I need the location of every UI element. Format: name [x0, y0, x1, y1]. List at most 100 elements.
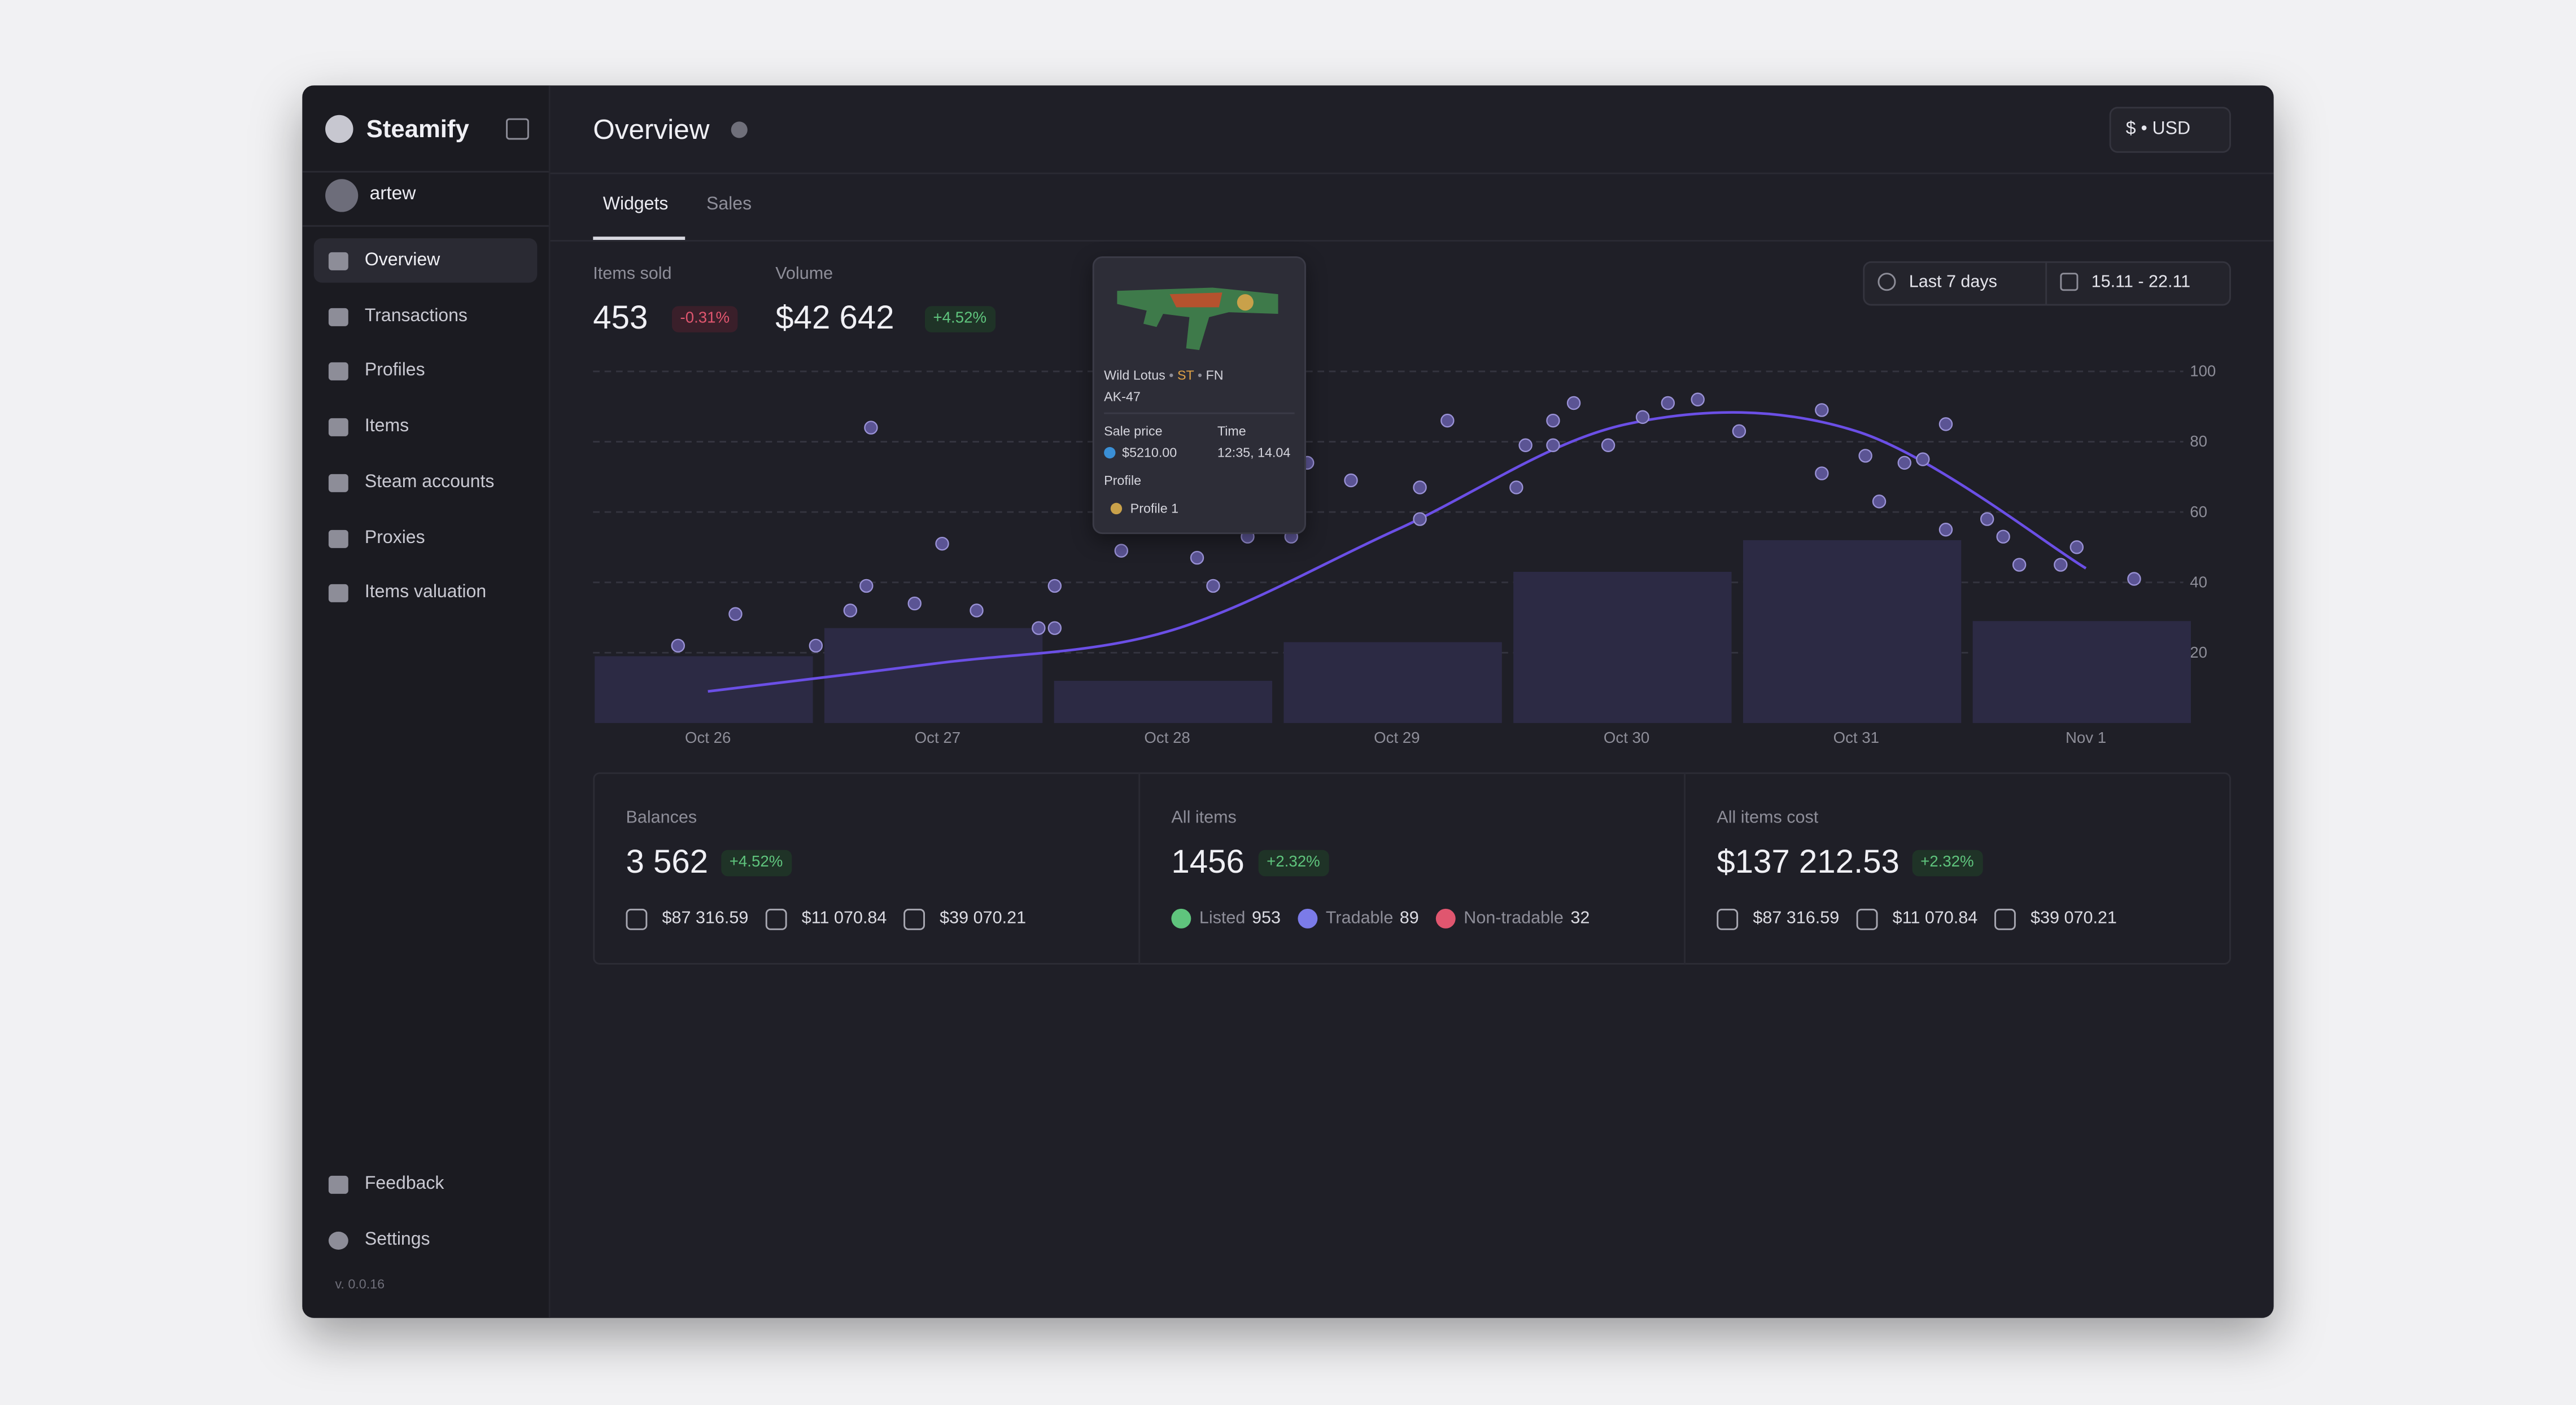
sale-point — [728, 607, 743, 621]
tab[interactable]: Sales — [706, 194, 752, 215]
time: 12:35, 14.04 — [1217, 445, 1291, 461]
tab[interactable]: Widgets — [602, 194, 669, 215]
sale-point — [2054, 558, 2068, 572]
avatar — [325, 179, 359, 212]
sale-point — [970, 603, 984, 618]
sale-point — [1440, 413, 1455, 428]
divider — [1684, 772, 1686, 965]
card-value: 1456 — [1171, 844, 1245, 881]
sidebar: Steamify artew Feedback Settings v. 0.0.… — [302, 85, 551, 1318]
status-label: Tradable — [1325, 908, 1394, 929]
sale-point — [1509, 480, 1523, 494]
nav-icon — [328, 418, 348, 437]
bar — [1513, 572, 1732, 723]
sale-point — [1114, 544, 1129, 558]
sale-point — [1546, 438, 1560, 452]
sale-point — [1518, 438, 1532, 452]
x-tick-label: Oct 27 — [915, 729, 960, 746]
y-tick-label: 20 — [2190, 644, 2207, 661]
help-icon[interactable] — [731, 121, 748, 138]
profile-icon — [1110, 502, 1123, 515]
bar — [1283, 642, 1502, 723]
sale-point — [1190, 550, 1204, 565]
sale-point — [1546, 413, 1560, 428]
cards — [593, 772, 2231, 965]
status-count: 89 — [1399, 908, 1419, 929]
sale-point — [1980, 512, 1994, 526]
nav-item[interactable]: Overview — [364, 250, 440, 270]
status-label: Non-tradable — [1464, 908, 1564, 929]
nav-item[interactable]: Steam accounts — [364, 472, 495, 492]
bar — [595, 656, 813, 723]
divider — [302, 170, 549, 173]
status-count: 32 — [1570, 908, 1590, 929]
collapse-button[interactable] — [506, 118, 529, 140]
nav-item[interactable]: Items valuation — [364, 583, 487, 603]
sale-point — [1601, 438, 1616, 452]
nav-icon — [328, 252, 348, 270]
calendar-icon — [2060, 273, 2079, 291]
sale-point — [907, 596, 922, 611]
bar — [1054, 681, 1273, 723]
currency-icon — [1717, 908, 1739, 930]
currency-icon — [1856, 908, 1878, 930]
sale-point — [859, 579, 874, 593]
sale-point — [864, 421, 878, 435]
currency-select[interactable] — [2109, 107, 2231, 153]
status-icon — [1171, 908, 1191, 929]
nav-item[interactable]: Settings — [364, 1229, 430, 1250]
divider — [550, 240, 2274, 242]
logo — [325, 115, 353, 143]
status-label: Listed — [1199, 908, 1246, 929]
status-icon — [1298, 908, 1318, 929]
y-tick-label: 60 — [2190, 503, 2207, 520]
nav-item[interactable]: Feedback — [364, 1174, 444, 1194]
card-value: $137 212.53 — [1717, 844, 1900, 881]
chart: 20 40 60 80 100 Oct 26 Oct 27 Oct 28 Oct 29 Oct 3… — [593, 362, 2216, 746]
y-tick-label: 40 — [2190, 573, 2207, 590]
nav-item[interactable]: Items — [364, 417, 409, 437]
amount: $87 316.59 — [662, 908, 749, 929]
currency-icon — [626, 908, 648, 930]
amount: $39 070.21 — [940, 908, 1027, 929]
dates-select[interactable]: 15.11 - 22.11 — [2091, 272, 2191, 292]
date-filter[interactable] — [1863, 261, 2231, 306]
weapon: AK-47 — [1104, 389, 1141, 405]
stat-value: $42 642 — [775, 300, 894, 337]
nav-item[interactable]: Profiles — [364, 361, 425, 382]
divider — [302, 225, 549, 227]
x-tick-label: Oct 31 — [1833, 729, 1879, 746]
x-tick-label: Oct 28 — [1144, 729, 1190, 746]
bar — [1743, 540, 1962, 723]
sale-point — [1635, 410, 1650, 424]
sale-point — [1047, 579, 1062, 593]
sale-point — [1032, 621, 1046, 635]
username[interactable]: artew — [369, 184, 416, 204]
sale-point — [809, 638, 823, 653]
label: Sale price — [1104, 424, 1163, 439]
brand: Steamify — [366, 116, 469, 144]
sale-point — [935, 536, 949, 551]
nav-icon — [328, 529, 348, 548]
sale-point — [1815, 466, 1829, 480]
stat-change: -0.31% — [671, 306, 738, 332]
nav-item[interactable]: Proxies — [364, 527, 425, 548]
divider — [550, 172, 2274, 174]
sale-point — [1344, 473, 1358, 488]
range-select[interactable]: Last 7 days — [1909, 272, 1997, 292]
nav-item[interactable]: Transactions — [364, 306, 468, 326]
currency-icon — [1994, 908, 2016, 930]
tooltip: Wild Lotus • ST • FN AK-47 Sale price $5… — [1092, 256, 1306, 535]
clock-icon — [1878, 273, 1896, 291]
amount: $39 070.21 — [2031, 908, 2117, 929]
sale-point — [1047, 621, 1062, 635]
app-window: Steamify artew Feedback Settings v. 0.0.… — [302, 85, 2274, 1318]
item-name: Wild Lotus • ST • FN — [1104, 368, 1224, 383]
sale-point — [1566, 396, 1581, 410]
x-tick-label: Nov 1 — [2066, 729, 2106, 746]
sale-point — [1413, 480, 1427, 494]
card-title: All items cost — [1717, 808, 1819, 828]
page-title: Overview — [593, 114, 710, 146]
sale-point — [1413, 512, 1427, 526]
sale-point — [1661, 396, 1675, 410]
